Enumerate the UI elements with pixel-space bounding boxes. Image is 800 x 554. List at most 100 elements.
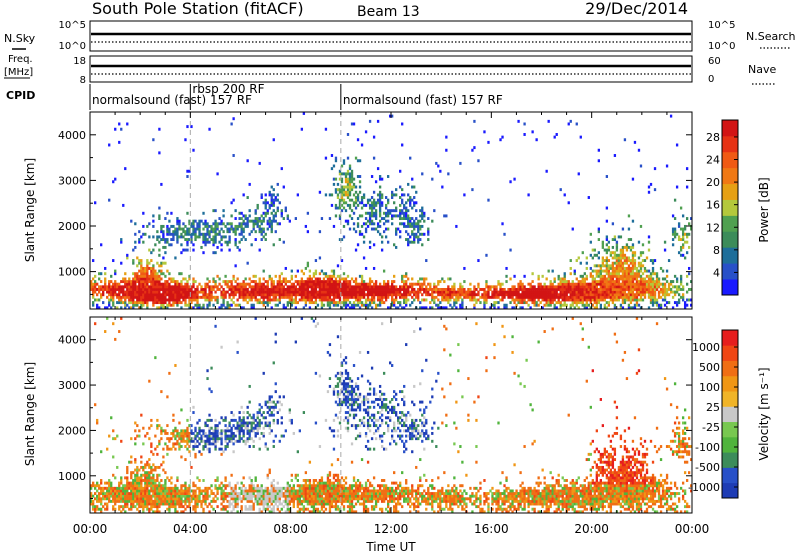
data-cell	[346, 180, 350, 184]
data-cell	[132, 505, 135, 509]
data-cell	[346, 133, 350, 136]
data-cell	[493, 285, 496, 289]
data-cell	[208, 437, 211, 441]
data-cell	[124, 282, 127, 286]
data-cell	[324, 127, 328, 131]
data-cell	[134, 301, 137, 305]
data-cell	[577, 172, 580, 176]
data-cell	[593, 301, 596, 305]
data-cell	[184, 224, 187, 228]
data-cell	[92, 481, 95, 485]
data-cell	[286, 290, 289, 294]
data-cell	[312, 301, 316, 305]
data-cell	[268, 206, 271, 210]
data-cell	[314, 298, 318, 302]
data-cell	[372, 290, 376, 294]
data-cell	[304, 290, 308, 294]
data-cell	[316, 280, 320, 284]
data-cell	[665, 293, 669, 297]
data-cell	[623, 245, 627, 249]
data-cell	[162, 232, 165, 236]
data-cell	[124, 167, 127, 171]
data-cell	[599, 306, 602, 310]
data-cell	[144, 269, 147, 273]
data-cell	[166, 476, 169, 480]
data-cell	[631, 277, 635, 281]
freq-label-line2: [MHz]	[4, 67, 33, 78]
data-cell	[399, 203, 402, 207]
data-cell	[495, 287, 498, 291]
data-cell	[593, 290, 596, 294]
data-cell	[561, 287, 564, 291]
data-cell	[583, 272, 586, 276]
data-cell	[477, 282, 480, 286]
data-cell	[202, 510, 205, 514]
data-cell	[146, 303, 149, 307]
data-cell	[182, 222, 185, 226]
data-cell	[120, 306, 123, 310]
data-cell	[228, 499, 231, 503]
data-cell	[342, 277, 346, 281]
data-cell	[603, 285, 607, 289]
data-cell	[543, 295, 546, 299]
data-cell	[146, 492, 149, 495]
data-cell	[216, 476, 219, 480]
data-cell	[142, 282, 145, 286]
data-cell	[178, 224, 181, 228]
data-cell	[370, 222, 374, 226]
data-cell	[226, 227, 229, 231]
data-cell	[186, 238, 189, 242]
data-cell	[164, 251, 167, 255]
data-cell	[354, 248, 358, 252]
data-cell	[144, 494, 147, 498]
data-cell	[104, 277, 107, 281]
data-cell	[128, 295, 131, 299]
data-cell	[162, 245, 165, 249]
data-cell	[90, 492, 93, 495]
data-cell	[236, 424, 239, 428]
data-cell	[531, 285, 534, 289]
data-cell	[340, 306, 344, 310]
data-cell	[126, 468, 129, 472]
data-cell	[437, 280, 440, 284]
data-cell	[459, 285, 462, 289]
data-cell	[603, 264, 607, 268]
data-cell	[585, 277, 588, 281]
data-cell	[92, 282, 95, 286]
data-cell	[541, 290, 544, 294]
data-cell	[525, 295, 528, 299]
data-cell	[266, 287, 269, 291]
data-cell	[166, 447, 169, 451]
data-cell	[503, 287, 506, 291]
data-cell	[364, 222, 368, 226]
data-cell	[106, 489, 109, 493]
data-cell	[256, 222, 259, 226]
data-cell	[336, 274, 340, 278]
data-cell	[212, 492, 215, 495]
data-cell	[665, 287, 669, 291]
data-cell	[583, 293, 586, 297]
data-cell	[685, 290, 689, 294]
data-cell	[158, 285, 161, 289]
data-cell	[278, 238, 281, 242]
data-cell	[617, 287, 621, 291]
data-cell	[274, 198, 277, 202]
data-cell	[519, 282, 522, 286]
data-cell	[411, 287, 414, 291]
data-cell	[156, 282, 159, 286]
data-cell	[120, 295, 123, 299]
data-cell	[344, 180, 348, 184]
data-cell	[190, 497, 193, 501]
data-cell	[675, 185, 679, 189]
data-cell	[160, 238, 163, 242]
data-cell	[152, 219, 155, 223]
data-cell	[212, 497, 215, 501]
data-cell	[401, 122, 404, 126]
data-cell	[605, 282, 609, 286]
data-cell	[240, 306, 243, 310]
data-cell	[539, 285, 542, 289]
data-cell	[310, 280, 314, 284]
data-cell	[649, 287, 653, 291]
data-cell	[268, 190, 271, 194]
